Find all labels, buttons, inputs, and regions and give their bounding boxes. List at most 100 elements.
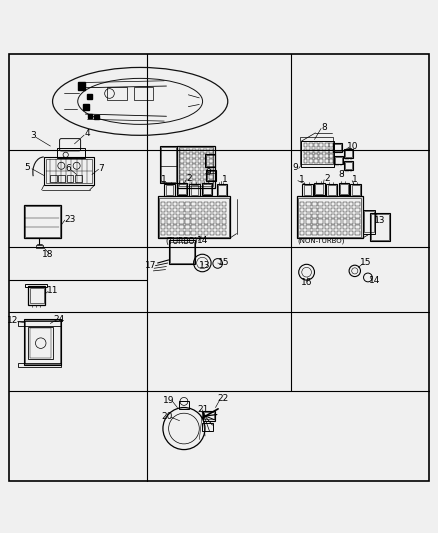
Text: 9: 9	[293, 163, 299, 172]
Bar	[209, 165, 213, 168]
Text: 19: 19	[163, 395, 174, 405]
Bar	[179, 401, 189, 409]
Bar	[325, 214, 329, 218]
Text: 16: 16	[301, 278, 312, 287]
Bar	[300, 231, 304, 235]
Bar	[216, 225, 220, 229]
Bar	[186, 154, 190, 158]
Bar	[180, 175, 184, 179]
Bar	[319, 159, 323, 163]
Bar	[198, 149, 201, 152]
Bar	[345, 150, 352, 157]
Bar	[325, 208, 329, 212]
Bar	[298, 198, 361, 237]
Bar	[179, 214, 184, 218]
Bar	[202, 183, 212, 195]
Bar	[167, 219, 171, 223]
Bar	[304, 149, 307, 152]
Bar	[167, 208, 171, 212]
Bar	[340, 184, 348, 194]
Bar	[83, 103, 89, 110]
Text: 10: 10	[347, 142, 358, 150]
Bar	[179, 231, 184, 235]
Bar	[185, 202, 190, 206]
Bar	[216, 231, 220, 235]
Bar	[216, 202, 220, 206]
Bar	[343, 202, 347, 206]
Bar	[185, 231, 190, 235]
Bar	[222, 231, 226, 235]
Text: (NON-TURBO): (NON-TURBO)	[297, 238, 344, 244]
Bar	[210, 208, 214, 212]
Bar	[331, 208, 335, 212]
Text: 18: 18	[42, 250, 54, 259]
Bar	[186, 165, 190, 168]
Bar	[349, 231, 353, 235]
Bar	[177, 183, 187, 195]
Text: 8: 8	[338, 170, 344, 179]
Bar	[314, 159, 318, 163]
Bar	[57, 148, 85, 158]
Bar	[180, 154, 184, 158]
Bar	[186, 169, 190, 174]
Bar	[325, 219, 329, 223]
Text: 2: 2	[187, 174, 192, 183]
Bar	[192, 154, 196, 158]
Bar	[309, 154, 313, 158]
Text: 20: 20	[162, 412, 173, 421]
Bar	[355, 231, 360, 235]
Bar	[198, 225, 202, 229]
Bar	[318, 214, 323, 218]
Bar	[180, 159, 184, 163]
Bar	[18, 363, 61, 367]
Bar	[326, 184, 337, 197]
Bar	[159, 198, 229, 237]
Text: 15: 15	[360, 259, 371, 268]
Bar	[209, 169, 213, 174]
Bar	[166, 185, 173, 195]
Bar	[198, 231, 202, 235]
Bar	[314, 183, 325, 195]
Text: 15: 15	[218, 259, 229, 268]
Bar	[206, 155, 215, 166]
Text: 6: 6	[65, 164, 71, 173]
Bar	[337, 219, 341, 223]
Bar	[204, 413, 214, 419]
Bar	[344, 149, 353, 158]
Bar	[36, 245, 43, 248]
Bar	[173, 231, 177, 235]
Bar	[204, 231, 208, 235]
Text: 5: 5	[25, 163, 31, 172]
Bar	[173, 208, 177, 212]
Bar	[177, 146, 215, 188]
Text: 22: 22	[218, 394, 229, 403]
Bar	[204, 225, 208, 229]
Bar	[343, 231, 347, 235]
Text: 13: 13	[199, 261, 211, 270]
Bar	[192, 165, 196, 168]
Bar	[198, 154, 201, 158]
Bar	[300, 214, 304, 218]
Bar	[309, 149, 313, 152]
Bar	[216, 208, 220, 212]
Bar	[325, 202, 329, 206]
Bar	[334, 156, 343, 165]
Bar	[331, 219, 335, 223]
Bar	[334, 144, 341, 151]
Bar	[314, 149, 318, 152]
Bar	[352, 185, 360, 195]
Bar	[180, 180, 184, 184]
Bar	[337, 214, 341, 218]
Bar	[222, 219, 226, 223]
Bar	[343, 208, 347, 212]
Bar	[300, 208, 304, 212]
Bar	[161, 202, 165, 206]
Text: (TURBO): (TURBO)	[166, 237, 198, 246]
Bar	[302, 184, 313, 197]
Bar	[192, 180, 196, 184]
Bar	[315, 184, 323, 194]
Bar	[325, 154, 328, 158]
Bar	[161, 225, 165, 229]
Bar	[304, 154, 307, 158]
Bar	[312, 231, 317, 235]
